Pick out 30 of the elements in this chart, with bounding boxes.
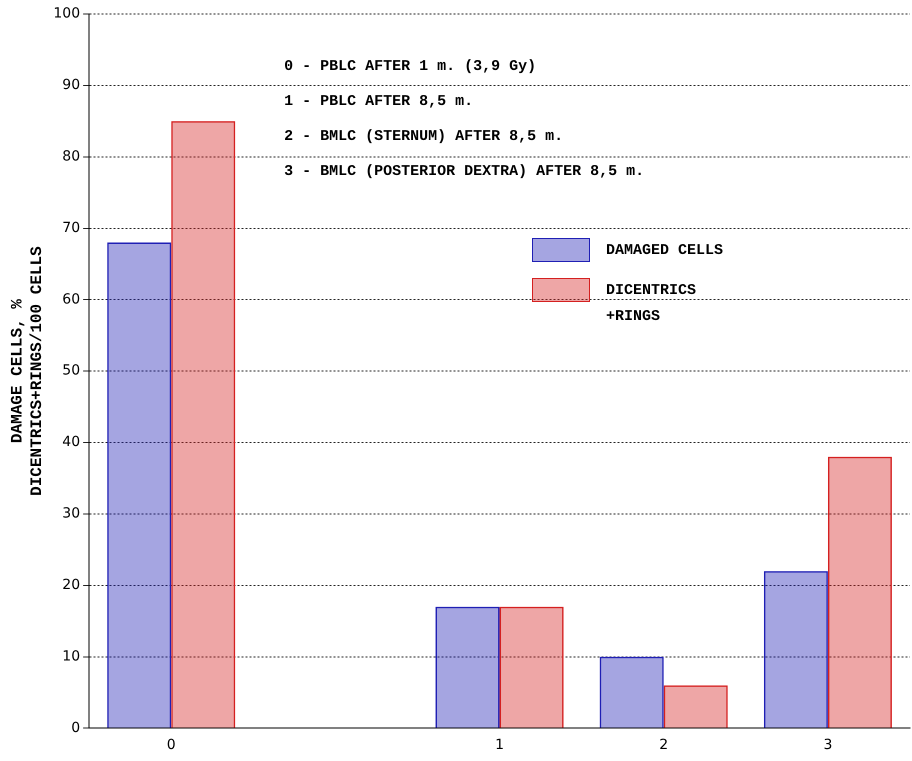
y-tick-label: 80: [62, 148, 80, 164]
annotation: 3 - BMLC (POSTERIOR DEXTRA) AFTER 8,5 m.: [284, 162, 644, 180]
legend-label: DICENTRICS +RINGS: [606, 281, 698, 327]
y-tick-label: 50: [62, 362, 80, 379]
y-tick-label: 40: [62, 434, 80, 450]
x-tick-label: 1: [495, 737, 504, 754]
bar: [107, 242, 172, 728]
bar: [764, 571, 828, 728]
y-tick-label: 20: [62, 577, 80, 593]
bar: [664, 685, 728, 728]
bar: [828, 456, 892, 728]
y-tick-label: 90: [62, 77, 80, 94]
y-tick-label: 10: [62, 648, 80, 664]
bar: [171, 121, 236, 728]
bar: [500, 606, 564, 728]
y-tick-label: 30: [62, 506, 80, 522]
y-axis-title: DAMAGE CELLS, % DICENTRICS+RINGS/100 CELLS: [8, 246, 46, 496]
x-tick-label: 3: [823, 737, 832, 754]
annotation: 1 - PBLC AFTER 8,5 m.: [284, 92, 474, 110]
legend-label: DAMAGED CELLS: [606, 241, 724, 261]
y-tick-label: 60: [62, 291, 80, 308]
annotation: 2 - BMLC (STERNUM) AFTER 8,5 m.: [284, 128, 564, 145]
x-tick-label: 2: [659, 737, 668, 754]
y-tick-label: 70: [62, 220, 80, 236]
x-tick-label: 0: [166, 737, 176, 754]
annotation: 0 - PBLC AFTER 1 m. (3,9 Gy): [284, 58, 536, 75]
y-tick-label: 0: [71, 720, 80, 736]
y-tick-label: 100: [53, 6, 80, 22]
bar: [600, 656, 664, 728]
bar: [436, 606, 500, 728]
